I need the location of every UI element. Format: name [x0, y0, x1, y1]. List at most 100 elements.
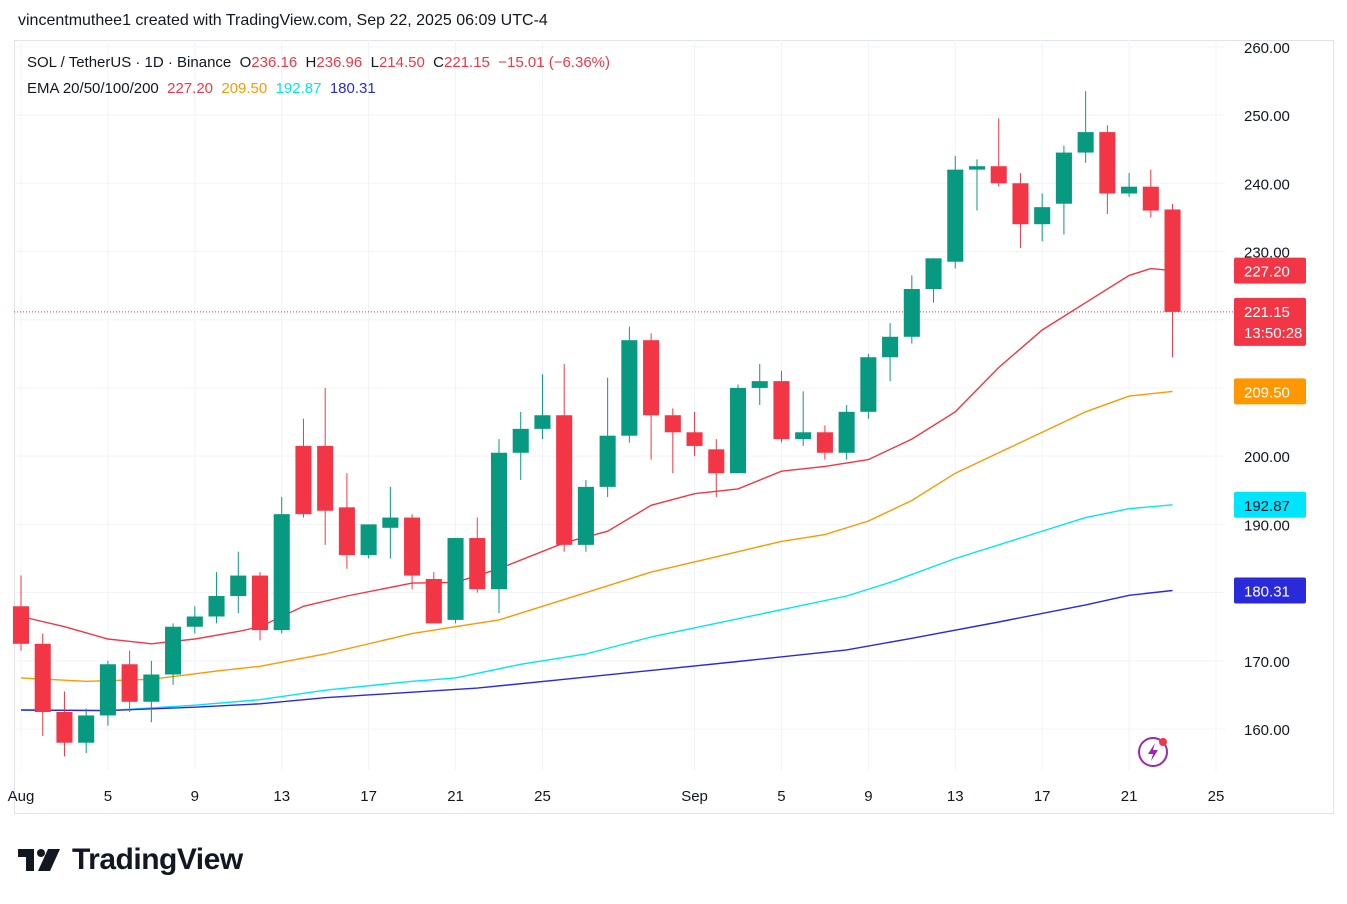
price-label-box: [1234, 577, 1306, 604]
price-label-text: 180.31: [1244, 584, 1290, 601]
candle-up: [447, 538, 464, 624]
candle-body: [1012, 183, 1029, 225]
open-label: O: [239, 54, 252, 71]
candle-up: [838, 405, 855, 460]
candle-body: [599, 435, 616, 487]
ema-line-ema-50: [20, 390, 1173, 683]
candle-up: [968, 159, 986, 211]
x-tick-label: Aug: [8, 788, 35, 805]
ohlc-legend: SOL / TetherUS · 1D · Binance O236.16 H 2…: [27, 54, 610, 71]
candle-body: [425, 578, 442, 624]
ema-legend: EMA 20/50/100/200 227.20 209.50 192.87 1…: [27, 80, 376, 97]
x-tick-label: 25: [534, 788, 551, 805]
y-tick-label: 250.00: [1244, 108, 1290, 125]
candle-up: [751, 364, 768, 405]
candle-up: [273, 497, 290, 634]
candle-body: [121, 664, 138, 702]
candle-body: [686, 432, 703, 446]
candle-body: [925, 258, 942, 290]
candle-body: [295, 445, 312, 515]
ema-label[interactable]: EMA 20/50/100/200: [27, 80, 159, 97]
price-label-box: [1234, 378, 1306, 405]
candle-body: [404, 517, 421, 576]
candle-up: [882, 323, 899, 382]
candle-body: [903, 289, 920, 337]
x-tick-label: 25: [1208, 788, 1225, 805]
candle-down: [1012, 173, 1029, 249]
candle-up: [512, 411, 529, 481]
tradingview-logo[interactable]: TradingView: [18, 840, 243, 880]
tradingview-wordmark: TradingView: [72, 843, 243, 876]
candle-down: [34, 633, 51, 736]
candle-up: [490, 439, 508, 614]
candle-body: [78, 715, 95, 743]
x-tick-label: 5: [104, 788, 112, 805]
price-label: 209.50: [1234, 378, 1306, 405]
price-label-text: 221.15: [1244, 304, 1290, 321]
x-tick-label: 17: [1034, 788, 1051, 805]
x-tick-label: 21: [1121, 788, 1138, 805]
open-value: 236.16: [251, 54, 298, 71]
candle-body: [1164, 209, 1181, 312]
y-tick-label: 200.00: [1244, 449, 1290, 466]
candle-down: [121, 650, 138, 713]
x-tick-label: 9: [191, 788, 199, 805]
candle-up: [860, 353, 877, 419]
candle-body: [469, 538, 486, 590]
candle-body: [1099, 132, 1116, 194]
candle-down: [1164, 204, 1181, 358]
y-tick-label: 160.00: [1244, 722, 1290, 739]
candle-body: [816, 432, 833, 453]
price-labels: 227.20 221.15 13:50:28 209.50 192.87 180.31: [1234, 257, 1306, 604]
candles: [12, 91, 1181, 757]
candle-down: [686, 411, 703, 457]
candle-down: [643, 333, 660, 460]
candle-up: [78, 708, 95, 753]
candle-up: [621, 326, 638, 443]
candle-body: [317, 445, 334, 511]
y-tick-label: 170.00: [1244, 654, 1290, 671]
high-label: H: [305, 54, 317, 71]
candle-body: [34, 643, 51, 713]
y-tick-label: 190.00: [1244, 517, 1290, 534]
close-value: 221.15: [444, 54, 490, 71]
candle-body: [382, 517, 399, 528]
candle-body: [1121, 186, 1138, 194]
price-label-text: 192.87: [1244, 498, 1290, 515]
candle-down: [664, 408, 681, 474]
x-tick-label: 17: [360, 788, 377, 805]
candle-down: [708, 439, 725, 498]
candle-body: [165, 626, 182, 675]
candle-body: [708, 449, 725, 474]
close-label: C: [433, 54, 445, 71]
candle-body: [186, 616, 203, 627]
candle-body: [621, 340, 638, 436]
candle-body: [12, 606, 30, 644]
lightning-icon[interactable]: [1138, 737, 1168, 767]
x-tick-label: 5: [777, 788, 785, 805]
ema200-value: 180.31: [329, 80, 376, 97]
price-label: 227.20: [1234, 257, 1306, 284]
candle-up: [903, 275, 920, 344]
candle-up: [1034, 193, 1051, 242]
candle-body: [143, 674, 160, 702]
price-label: 180.31: [1234, 577, 1306, 604]
chart-attribution: vincentmuthee1 created with TradingView.…: [18, 12, 548, 29]
candle-up: [534, 374, 551, 440]
axes: 160.00170.00180.00190.00200.00210.00220.…: [8, 40, 1290, 805]
candle-body: [882, 336, 899, 358]
symbol-label[interactable]: SOL / TetherUS · 1D · Binance: [27, 54, 232, 71]
candle-body: [990, 166, 1007, 184]
candle-body: [773, 381, 790, 440]
candle-body: [947, 169, 964, 262]
candle-up: [186, 606, 203, 634]
candle-body: [338, 507, 355, 556]
candle-up: [1121, 173, 1138, 197]
change-value: −15.01 (−6.36%): [498, 54, 610, 71]
candle-body: [729, 387, 747, 474]
candle-body: [1142, 186, 1159, 211]
x-tick-label: Sep: [681, 788, 708, 805]
low-label: L: [370, 54, 379, 71]
candle-down: [990, 118, 1007, 187]
